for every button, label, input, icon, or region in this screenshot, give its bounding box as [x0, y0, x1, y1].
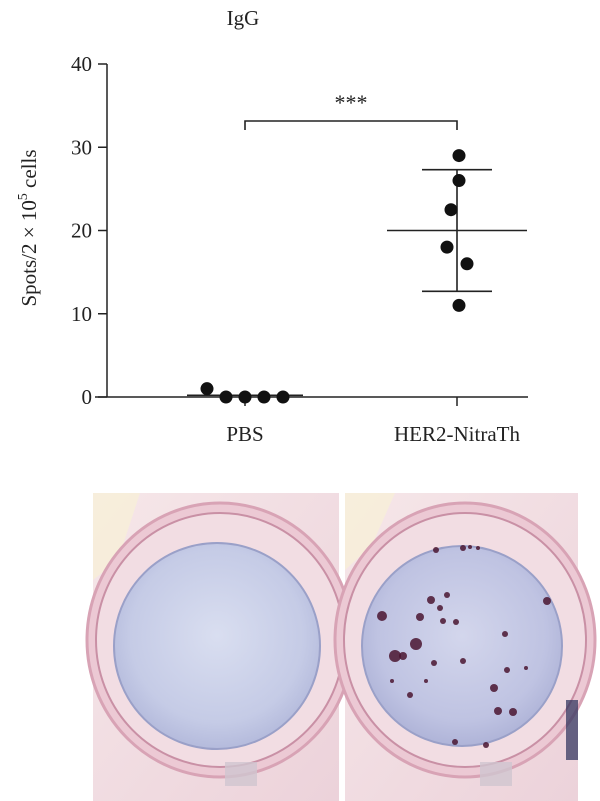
- data-groups: [187, 149, 527, 404]
- y-tick-label: 40: [71, 52, 92, 76]
- bracket-line: [244, 120, 458, 130]
- scatter-chart: IgG Spots/2 × 105 cells 0 10 20 30 40 PBS HER…: [16, 6, 528, 446]
- data-point: [452, 174, 466, 188]
- data-point: [460, 257, 474, 271]
- spot: [444, 592, 450, 598]
- spot: [433, 547, 439, 553]
- spot: [410, 638, 422, 650]
- x-ticks: PBS HER2-NitraTh: [226, 397, 520, 446]
- data-point: [276, 390, 290, 404]
- data-point: [257, 390, 271, 404]
- spot: [390, 679, 394, 683]
- spot: [490, 684, 498, 692]
- y-ticks: 0 10 20 30 40: [71, 52, 107, 409]
- pbs-well-photo: [85, 493, 355, 801]
- spot: [509, 708, 517, 716]
- y-axis-label-prefix: Spots/2 × 10: [17, 200, 41, 306]
- data-point: [238, 390, 252, 404]
- group-her2-nitrath: [387, 149, 527, 312]
- spot: [453, 619, 459, 625]
- spot: [427, 596, 435, 604]
- spot: [389, 650, 401, 662]
- y-tick-label: 0: [82, 385, 93, 409]
- x-category-label: PBS: [226, 422, 263, 446]
- spot: [440, 618, 446, 624]
- significance-label: ***: [335, 90, 368, 115]
- elispot-spots: [377, 545, 551, 748]
- x-category-label: HER2-NitraTh: [394, 422, 520, 446]
- spot: [407, 692, 413, 698]
- spot: [452, 739, 458, 745]
- spot: [399, 652, 407, 660]
- group-pbs: [187, 382, 303, 404]
- data-point: [440, 240, 454, 254]
- data-point: [452, 149, 466, 163]
- data-point: [219, 390, 233, 404]
- spot: [524, 666, 528, 670]
- spot: [431, 660, 437, 666]
- y-axis-label-sup: 5: [16, 193, 31, 200]
- y-tick-label: 10: [71, 302, 92, 326]
- y-tick-label: 30: [71, 135, 92, 159]
- spot: [504, 667, 510, 673]
- spot: [494, 707, 502, 715]
- y-tick-label: 20: [71, 219, 92, 243]
- significance-bracket: ***: [244, 90, 458, 130]
- spot: [437, 605, 443, 611]
- data-point: [200, 382, 214, 396]
- spot: [416, 613, 424, 621]
- spot: [483, 742, 489, 748]
- data-point: [452, 298, 466, 312]
- spot: [424, 679, 428, 683]
- spot: [476, 546, 480, 550]
- spot: [502, 631, 508, 637]
- y-axis-label: Spots/2 × 105 cells: [16, 149, 41, 306]
- spot: [460, 545, 466, 551]
- spot: [460, 658, 466, 664]
- spot: [543, 597, 551, 605]
- y-axis-label-suffix: cells: [17, 149, 41, 193]
- spot: [468, 545, 472, 549]
- chart-title: IgG: [227, 6, 260, 30]
- data-point: [444, 203, 458, 217]
- her2-well-photo: [333, 493, 597, 801]
- spot: [377, 611, 387, 621]
